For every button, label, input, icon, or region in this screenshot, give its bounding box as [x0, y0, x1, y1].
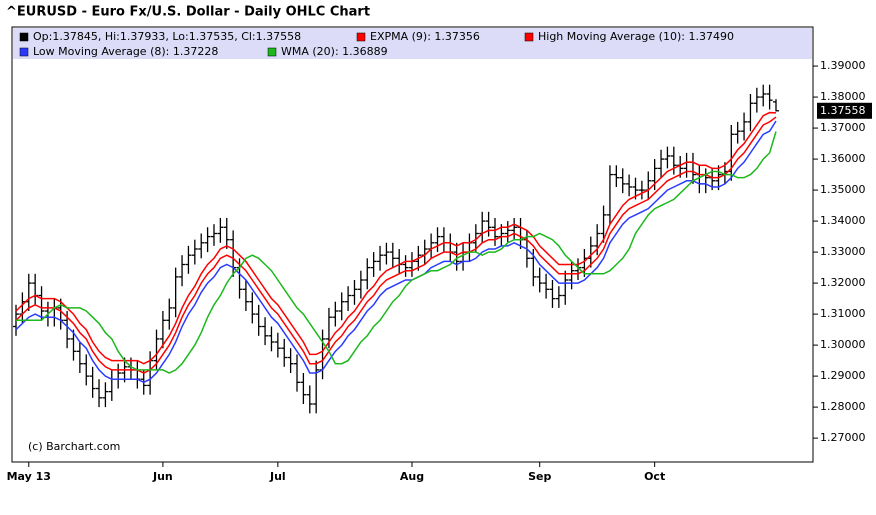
x-tick-label: Jun	[152, 470, 173, 483]
legend-label: Op:1.37845, Hi:1.37933, Lo:1.37535, Cl:1…	[33, 30, 301, 43]
x-tick-label: Sep	[528, 470, 551, 483]
x-tick-label: May 13	[7, 470, 51, 483]
y-tick-label: 1.34000	[820, 214, 866, 227]
y-tick-label: 1.29000	[820, 369, 866, 382]
y-tick-label: 1.31000	[820, 307, 866, 320]
legend-swatch	[19, 47, 29, 57]
y-tick-label: 1.35000	[820, 183, 866, 196]
y-tick-label: 1.36000	[820, 152, 866, 165]
y-tick-label: 1.28000	[820, 400, 866, 413]
x-tick-label: Aug	[400, 470, 424, 483]
legend-box	[13, 28, 812, 59]
y-tick-label: 1.32000	[820, 276, 866, 289]
ma-line	[15, 111, 777, 365]
y-tick-label: 1.37000	[820, 121, 866, 134]
legend-label: Low Moving Average (8): 1.37228	[33, 45, 218, 58]
legend-label: EXPMA (9): 1.37356	[370, 30, 480, 43]
source-note: (c) Barchart.com	[28, 440, 120, 453]
y-tick-label: 1.33000	[820, 245, 866, 258]
ma-line	[16, 131, 777, 374]
last-price-label: 1.37558	[820, 104, 866, 117]
legend-swatch	[267, 47, 277, 57]
x-tick-label: Oct	[644, 470, 665, 483]
y-tick-label: 1.39000	[820, 59, 866, 72]
ma-line	[15, 116, 777, 374]
y-tick-label: 1.38000	[820, 90, 866, 103]
ma-line	[15, 120, 777, 384]
y-tick-label: 1.27000	[820, 431, 866, 444]
legend-label: WMA (20): 1.36889	[281, 45, 388, 58]
plot-area	[11, 26, 814, 463]
last-price-box	[817, 102, 872, 119]
legend-label: High Moving Average (10): 1.37490	[538, 30, 734, 43]
legend-swatch	[524, 32, 534, 42]
legend-swatch	[356, 32, 366, 42]
legend-swatch	[19, 32, 29, 42]
chart-title: ^EURUSD - Euro Fx/U.S. Dollar - Daily OH…	[6, 5, 370, 20]
y-tick-label: 1.30000	[820, 338, 866, 351]
x-tick-label: Jul	[269, 470, 286, 483]
